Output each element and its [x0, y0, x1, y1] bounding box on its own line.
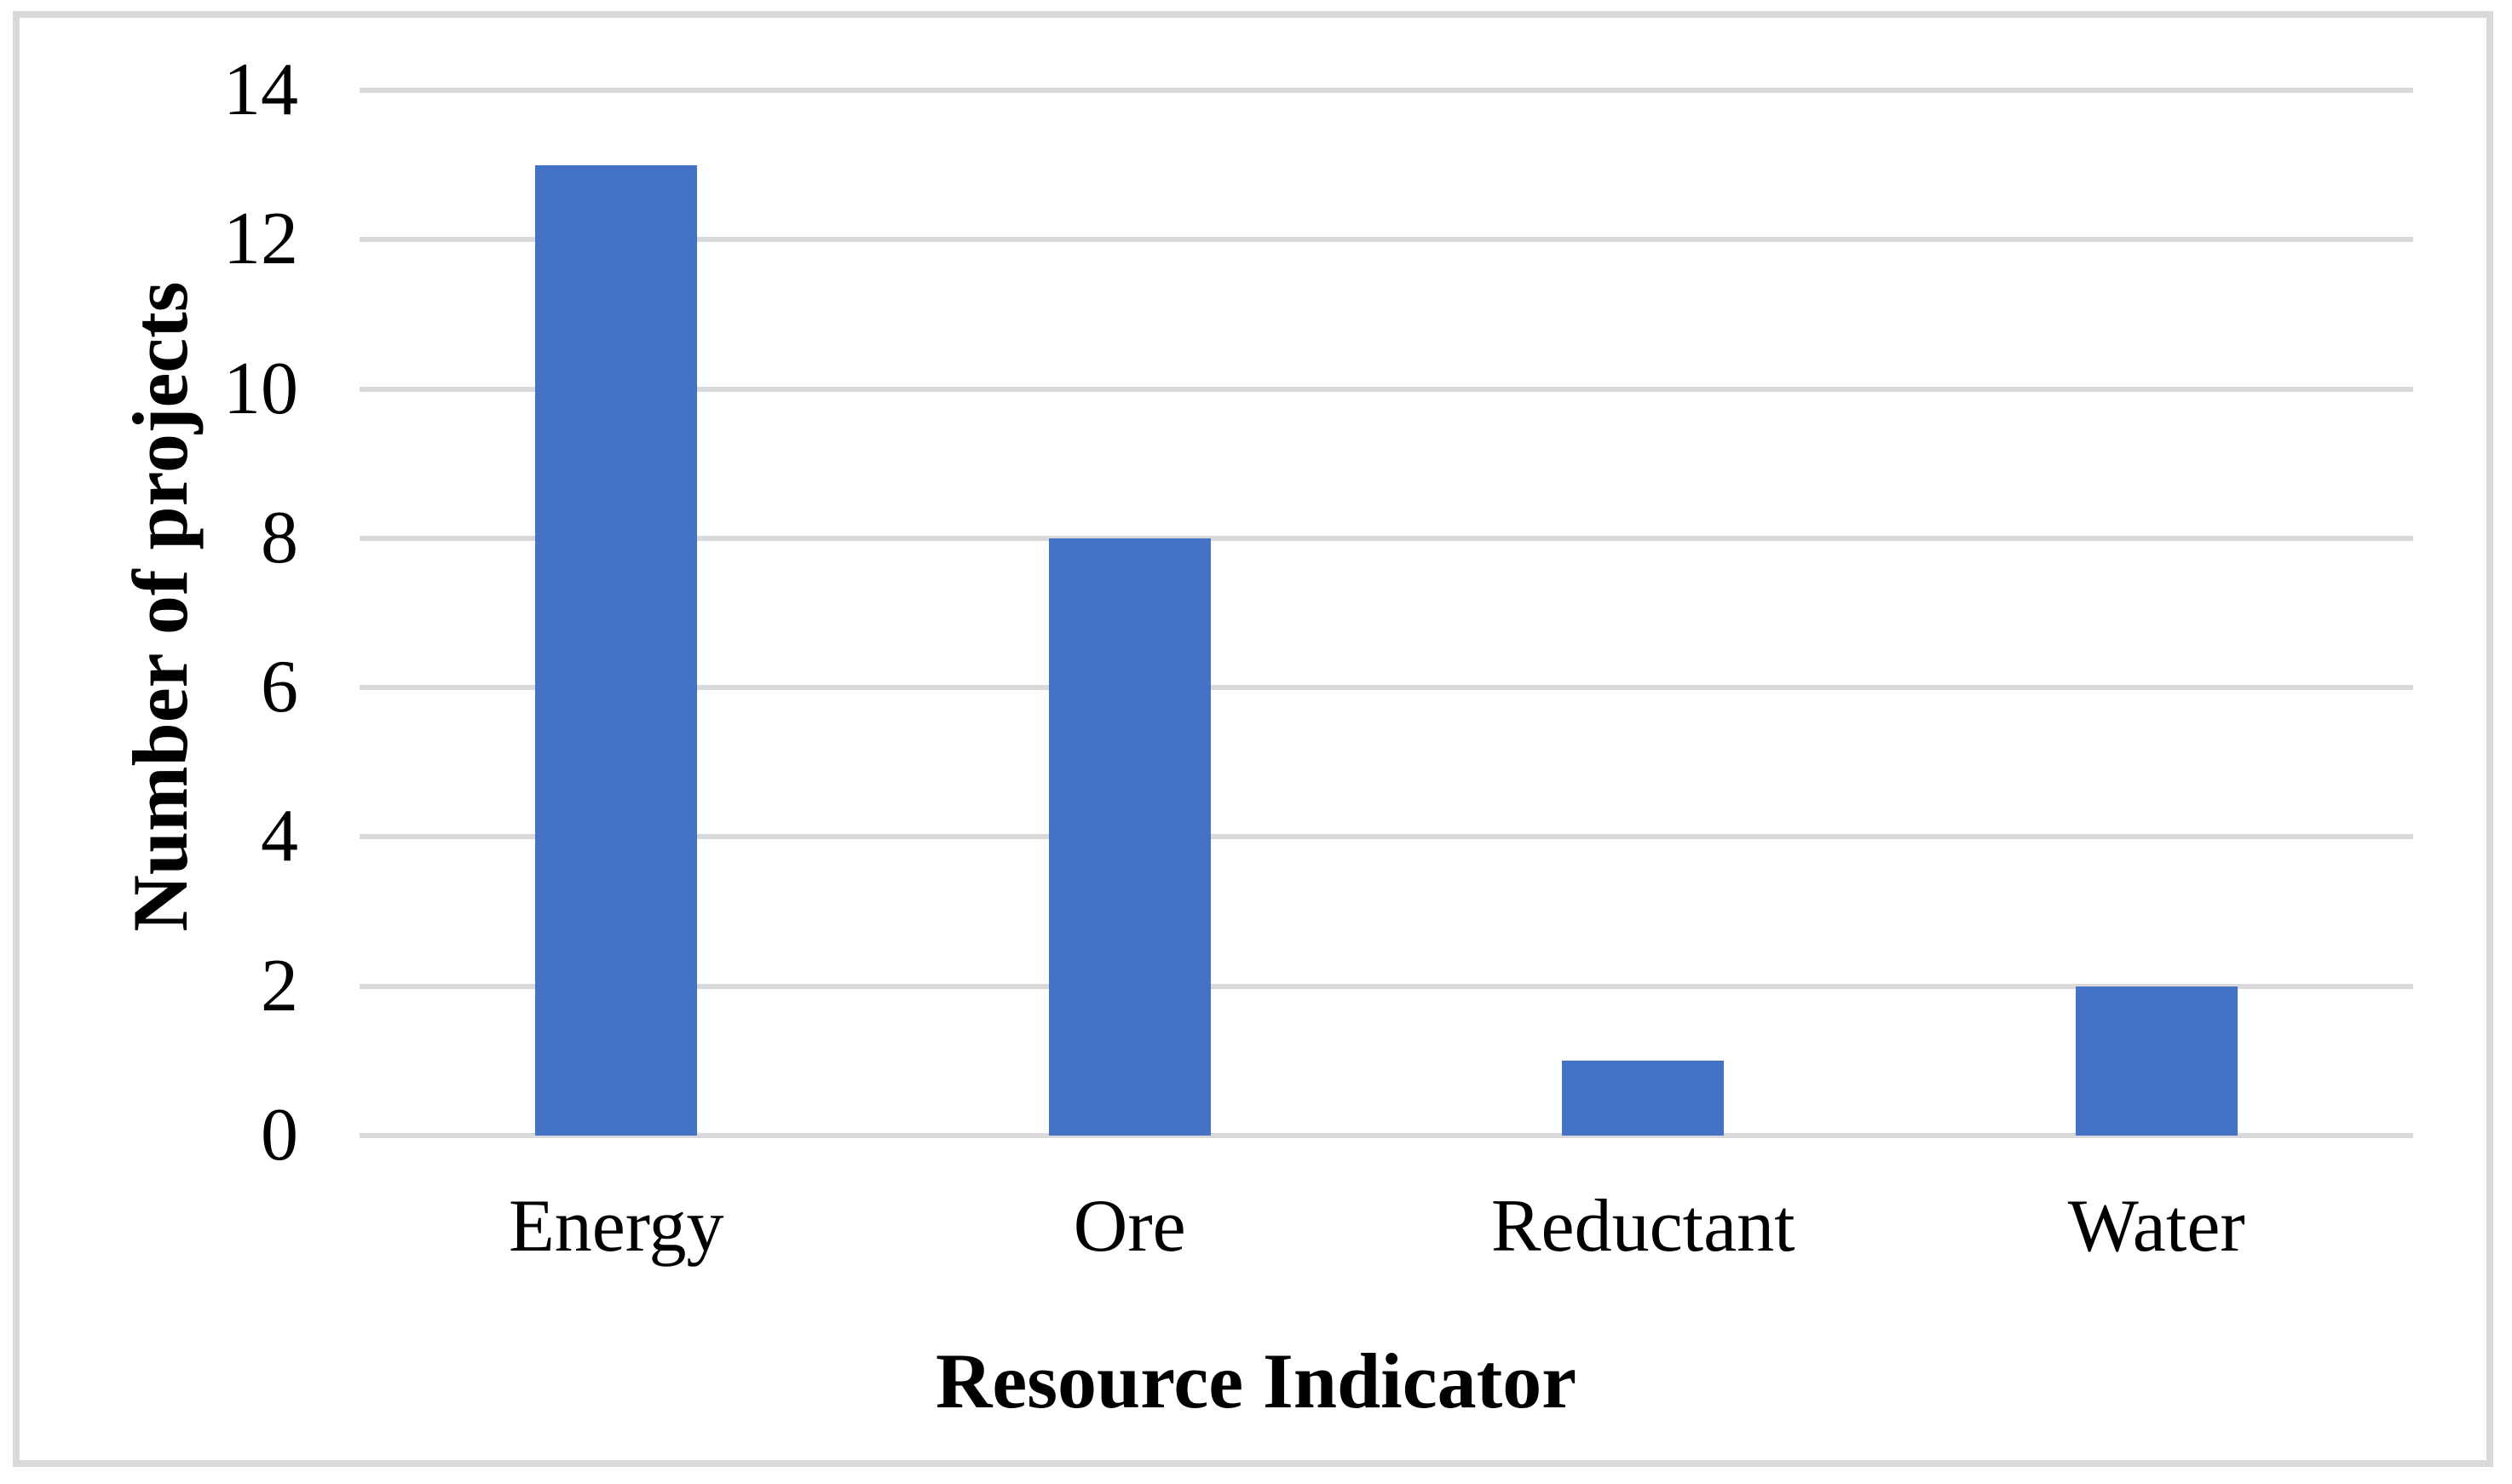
gridline-y-2: [360, 983, 2413, 989]
gridline-y-8: [360, 535, 2413, 541]
y-tick-label-2: 2: [261, 944, 298, 1027]
gridline-y-14: [360, 88, 2413, 93]
y-axis-title: Number of projects: [117, 281, 204, 932]
gridline-y-4: [360, 834, 2413, 840]
y-tick-label-0: 0: [261, 1094, 298, 1176]
figure-border: [13, 11, 2493, 1467]
gridline-y-12: [360, 237, 2413, 243]
x-category-label-energy: Energy: [508, 1185, 724, 1268]
y-tick-label-10: 10: [223, 347, 298, 430]
bar-reductant: [1562, 1061, 1725, 1136]
y-tick-label-14: 14: [223, 49, 298, 131]
y-tick-label-4: 4: [261, 795, 298, 878]
bar-ore: [1048, 538, 1211, 1136]
y-tick-label-8: 8: [261, 496, 298, 579]
plot-area: [360, 88, 2413, 1138]
gridline-y-10: [360, 386, 2413, 392]
bar-energy: [535, 164, 698, 1136]
y-tick-label-6: 6: [261, 646, 298, 729]
gridline-y-0: [360, 1133, 2413, 1138]
x-category-label-ore: Ore: [1073, 1185, 1186, 1268]
x-category-label-reductant: Reductant: [1490, 1185, 1795, 1268]
gridline-y-6: [360, 685, 2413, 691]
x-category-label-water: Water: [2067, 1185, 2245, 1268]
bar-water: [2075, 986, 2238, 1136]
x-axis-title: Resource Indicator: [935, 1337, 1577, 1424]
y-tick-label-12: 12: [223, 198, 298, 281]
